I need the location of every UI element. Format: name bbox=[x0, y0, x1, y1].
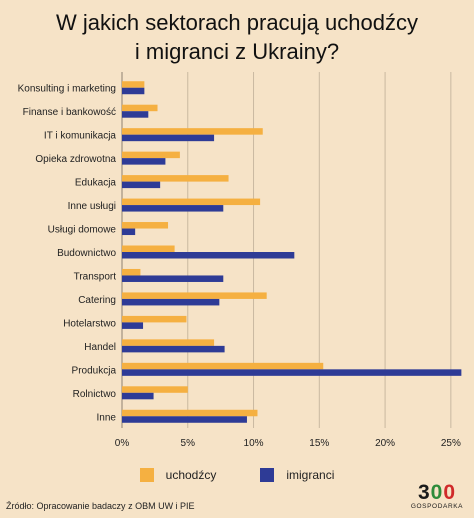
chart-title-line-2: i migranci z Ukrainy? bbox=[134, 39, 340, 64]
logo: 300 GOSPODARKA bbox=[408, 481, 466, 511]
bar-uchodzcy bbox=[122, 222, 169, 229]
x-tick-label-4: 20% bbox=[375, 438, 395, 449]
logo-digit-3: 0 bbox=[443, 481, 457, 504]
bar-uchodzcy bbox=[122, 128, 263, 135]
legend-label-imigranci: imigranci bbox=[286, 468, 335, 482]
x-tick-label-5: 25% bbox=[441, 438, 461, 449]
bar-imigranci bbox=[122, 369, 462, 376]
y-category-label: Produkcja bbox=[72, 365, 117, 376]
bar-uchodzcy bbox=[122, 362, 324, 370]
logo-number: 300 bbox=[408, 481, 466, 504]
bar-imigranci bbox=[122, 158, 166, 165]
bar-uchodzcy bbox=[122, 268, 141, 276]
bar-imigranci bbox=[122, 228, 136, 236]
y-category-label: Edukacja bbox=[75, 178, 117, 189]
bar-uchodzcy bbox=[122, 386, 188, 393]
legend: uchodźcy imigranci bbox=[0, 468, 474, 482]
bar-imigranci bbox=[122, 416, 247, 423]
y-category-label: Usługi domowe bbox=[48, 225, 117, 236]
bar-uchodzcy bbox=[122, 292, 267, 299]
bar-uchodzcy bbox=[122, 175, 229, 182]
legend-label-uchodzcy: uchodźcy bbox=[165, 468, 217, 482]
bar-imigranci bbox=[122, 298, 220, 306]
y-category-label: Hotelarstwo bbox=[63, 318, 116, 329]
bar-imigranci bbox=[122, 181, 161, 189]
bar-imigranci bbox=[122, 275, 224, 282]
bar-uchodzcy bbox=[122, 104, 158, 112]
x-tick-label-3: 15% bbox=[309, 438, 329, 449]
bar-imigranci bbox=[122, 111, 149, 118]
x-tick-label-0: 0% bbox=[115, 438, 130, 449]
x-tick-label-1: 5% bbox=[181, 438, 196, 449]
logo-digit-2: 0 bbox=[430, 481, 444, 504]
bar-uchodzcy bbox=[122, 409, 258, 417]
y-category-label: Konsulting i marketing bbox=[18, 84, 116, 95]
chart-title-line-1: W jakich sektorach pracują uchodźcy bbox=[56, 10, 418, 35]
y-category-label: IT i komunikacja bbox=[44, 131, 117, 142]
bar-uchodzcy bbox=[122, 81, 145, 88]
bar-uchodzcy bbox=[122, 339, 215, 346]
chart-title: W jakich sektorach pracują uchodźcy i mi… bbox=[0, 8, 474, 66]
y-category-label: Inne usługi bbox=[68, 201, 116, 212]
legend-item-uchodzcy: uchodźcy bbox=[139, 468, 217, 482]
bar-imigranci bbox=[122, 134, 215, 142]
bar-imigranci bbox=[122, 252, 295, 259]
y-category-label: Rolnictwo bbox=[73, 389, 117, 400]
legend-item-imigranci: imigranci bbox=[260, 468, 334, 482]
bar-uchodzcy bbox=[122, 198, 261, 206]
y-category-label: Catering bbox=[78, 295, 116, 306]
bar-uchodzcy bbox=[122, 151, 180, 159]
logo-text: GOSPODARKA bbox=[410, 503, 464, 510]
bar-uchodzcy bbox=[122, 315, 187, 323]
legend-swatch-imigranci bbox=[260, 468, 275, 482]
bar-imigranci bbox=[122, 87, 145, 95]
y-category-label: Transport bbox=[74, 271, 117, 282]
bar-imigranci bbox=[122, 322, 144, 329]
y-category-label: Finanse i bankowość bbox=[23, 107, 116, 118]
bar-imigranci bbox=[122, 392, 154, 400]
bar-imigranci bbox=[122, 345, 225, 353]
bar-uchodzcy bbox=[122, 245, 175, 252]
y-category-label: Inne bbox=[97, 412, 117, 423]
y-category-label: Opieka zdrowotna bbox=[35, 154, 116, 165]
y-category-label: Handel bbox=[84, 342, 116, 353]
x-tick-label-2: 10% bbox=[244, 438, 264, 449]
legend-swatch-uchodzcy bbox=[139, 468, 154, 482]
bar-imigranci bbox=[122, 205, 224, 212]
y-category-label: Budownictwo bbox=[57, 248, 116, 259]
logo-digit-1: 3 bbox=[417, 481, 431, 504]
source-note: Źródło: Opracowanie badaczy z OBM UW i P… bbox=[6, 501, 195, 511]
